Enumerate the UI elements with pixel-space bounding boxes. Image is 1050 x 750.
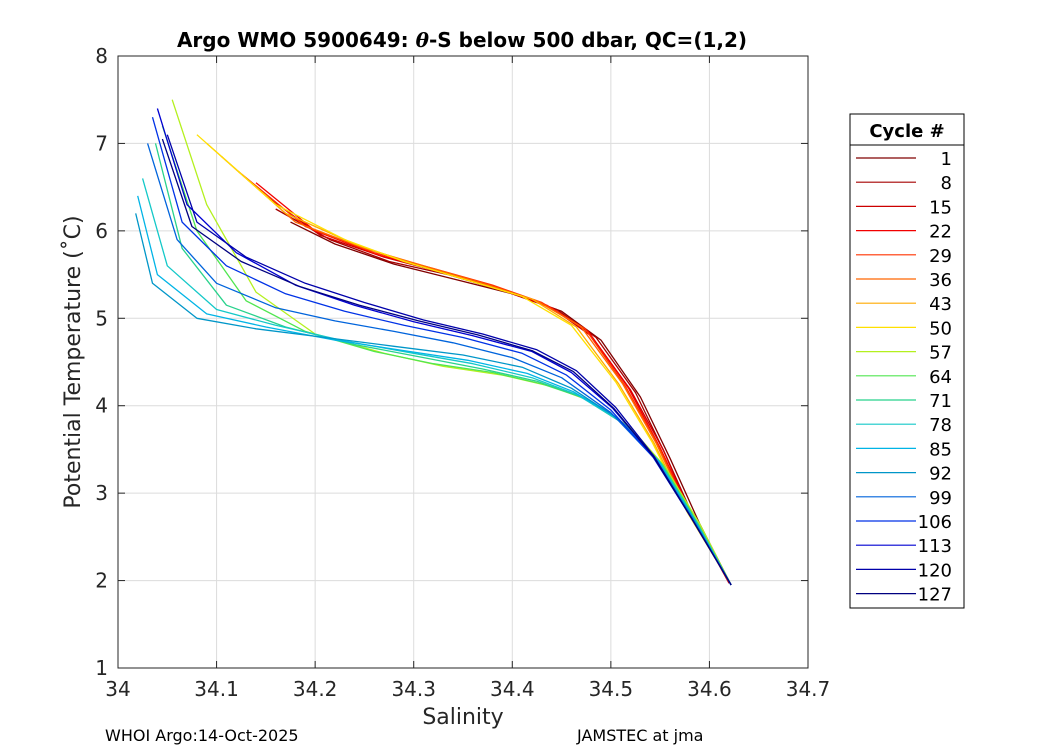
series-line-cycle-120 [166,134,732,586]
legend-title: Cycle # [869,121,944,142]
series-line-cycle-36 [221,156,730,582]
x-axis-label: Salinity [422,705,503,730]
y-tick-label: 1 [95,656,108,680]
footer-credit-right: JAMSTEC at jma [577,726,704,745]
x-tick-label: 34.2 [293,677,338,701]
y-tick-label: 5 [95,306,108,330]
series-line-cycle-127 [161,138,732,586]
x-tick-label: 34.7 [786,677,831,701]
legend-label-cycle-22: 22 [929,222,952,243]
legend-label-cycle-64: 64 [929,367,952,388]
legend-label-cycle-92: 92 [929,464,952,485]
y-tick-label: 3 [95,481,108,505]
legend-label-cycle-43: 43 [929,294,952,315]
legend-label-cycle-113: 113 [918,536,952,557]
legend: Cycle # 18152229364350576471788592991061… [849,113,965,609]
legend-label-cycle-99: 99 [929,488,952,509]
legend-box [849,113,965,609]
x-tick-label: 34 [105,677,130,701]
series-line-cycle-85 [137,195,732,586]
legend-label-cycle-85: 85 [929,439,952,460]
x-tick-label: 34.6 [687,677,732,701]
series-lines [135,99,732,586]
legend-label-cycle-120: 120 [918,560,952,581]
footer-credit-left: WHOI Argo:14-Oct-2025 [105,726,299,745]
chart-title: Argo WMO 5900649: θ-S below 500 dbar, QC… [177,28,747,52]
y-axis-label: Potential Temperature (˚C) [61,215,86,508]
legend-entries: 1 8 15 22 29 36 43 50 57 64 71 78 85 92 99 106 113 120 127 [856,149,952,606]
legend-label-cycle-15: 15 [929,197,952,218]
series-line-cycle-64 [161,125,732,586]
y-tick-label: 6 [95,219,108,243]
x-tick-label: 34.1 [194,677,239,701]
y-tick-label: 8 [95,44,108,68]
legend-label-cycle-36: 36 [929,270,952,291]
series-line-cycle-1 [290,221,732,586]
legend-label-cycle-71: 71 [929,391,952,412]
legend-label-cycle-106: 106 [918,512,952,533]
legend-label-cycle-127: 127 [918,585,952,606]
y-tick-label: 7 [95,131,108,155]
x-tick-label: 34.4 [490,677,535,701]
legend-label-cycle-29: 29 [929,246,952,267]
series-line-cycle-78 [141,178,732,586]
legend-label-cycle-1: 1 [941,149,952,170]
y-tick-label: 2 [95,569,108,593]
x-tick-label: 34.3 [391,677,436,701]
legend-label-cycle-57: 57 [929,343,952,364]
x-tick-label: 34.5 [589,677,634,701]
plot-frame [117,55,809,669]
legend-label-cycle-8: 8 [941,173,952,194]
legend-label-cycle-50: 50 [929,318,952,339]
legend-label-cycle-78: 78 [929,415,952,436]
y-tick-label: 4 [95,394,108,418]
